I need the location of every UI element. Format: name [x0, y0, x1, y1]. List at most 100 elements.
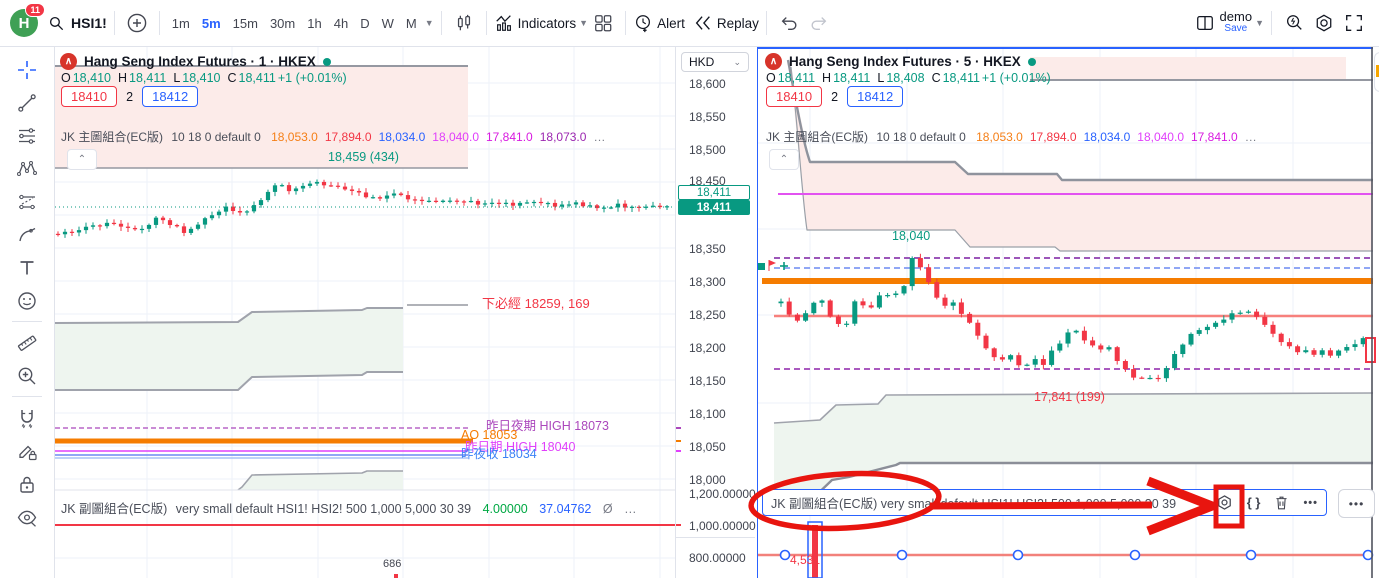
timeframe-30m[interactable]: 30m — [269, 15, 296, 31]
delete-indicator-button[interactable] — [1274, 495, 1289, 511]
ruler-tool[interactable] — [9, 326, 45, 359]
magnet-icon — [21, 409, 33, 428]
right-chart-title: Hang Seng Index Futures · 5 · HKEX — [789, 54, 1021, 69]
ohlc-value: 18,411 — [238, 71, 276, 85]
right-chart-canvas[interactable] — [756, 47, 1379, 578]
collapse-pane-button[interactable]: ⌃ — [67, 149, 97, 170]
indicator-value: 17,841.0 — [486, 130, 533, 144]
hide-all-drawings-tool[interactable] — [9, 500, 45, 533]
user-avatar[interactable]: H 11 — [10, 3, 45, 37]
alert-button[interactable]: Alert — [633, 8, 685, 38]
symbol-search[interactable]: HSI1! — [48, 15, 107, 32]
sub-indicator-params: very small default HSI1! HSI2! 500 1,000… — [880, 497, 1177, 511]
collapsed-scale-button[interactable] — [1374, 52, 1379, 92]
selected-sub-indicator-row[interactable]: JK 副圖組合(EC版) very small default HSI1! HS… — [762, 489, 1327, 516]
spread-value: 2 — [831, 89, 839, 104]
left-sub-indicator-row[interactable]: JK 副圖組合(EC版) very small default HSI1! HS… — [61, 498, 637, 517]
sub-value-2: 37.04762 — [539, 502, 592, 516]
indicator-settings-button[interactable] — [1216, 494, 1233, 511]
zoom-in-icon — [18, 367, 36, 384]
sub-zero: Ø — [602, 502, 613, 516]
currency-dropdown[interactable]: HKD ⌄ — [681, 52, 749, 72]
chevron-down-icon[interactable]: ▼ — [424, 18, 434, 28]
sub-indicator-text: JK 副圖組合(EC版) very small default HSI1! HS… — [771, 493, 1210, 512]
indicators-button[interactable]: Indicators ▼ — [494, 8, 588, 38]
alert-label: Alert — [657, 15, 685, 31]
magnet-tool[interactable] — [9, 401, 45, 434]
bid-price-label: 18,411 — [678, 185, 750, 200]
more-options-button[interactable]: ••• — [1303, 496, 1318, 509]
price-scale[interactable]: HKD ⌄ 18,600 18,550 18,500 18,450 18,350 18,3… — [675, 47, 757, 578]
sell-button[interactable]: 18410 — [61, 86, 118, 107]
fullscreen-icon — [1346, 15, 1362, 31]
right-chart-panel: ∧ Hang Seng Index Futures · 5 · HKEX O 18… — [756, 47, 1379, 578]
sub-indicator-name: JK 副圖組合(EC版) — [771, 497, 878, 511]
price-tick: 18,150 — [689, 374, 726, 388]
sell-button[interactable]: 18410 — [766, 86, 823, 107]
indicators-label: Indicators — [517, 15, 577, 31]
level-tick — [676, 427, 681, 429]
crosshair-tool[interactable] — [9, 53, 45, 86]
price-tick: 18,600 — [689, 77, 726, 91]
indicator-value: 18,040.0 — [432, 130, 479, 144]
forecast-lines-icon — [19, 194, 35, 209]
drawing-edit-tool[interactable] — [9, 434, 45, 467]
horizontal-lines-tool[interactable] — [9, 119, 45, 152]
market-open-dot — [1027, 57, 1036, 66]
right-indicator-row[interactable]: JK 主圖組合(EC版) 10 18 0 default 0 18,053.0 1… — [766, 128, 1257, 145]
chart-style-button[interactable] — [449, 8, 479, 38]
emoji-icon — [18, 291, 36, 310]
night-high-label: 昨日夜期 HIGH 18073 — [486, 419, 609, 433]
fullscreen-button[interactable] — [1339, 8, 1369, 38]
lock-all-drawings-tool[interactable] — [9, 467, 45, 500]
indicator-params: 10 18 0 default 0 — [876, 130, 966, 144]
gear-icon — [1316, 14, 1332, 32]
zoom-in-tool[interactable] — [9, 359, 45, 392]
left-chart-legend[interactable]: ∧ Hang Seng Index Futures · 1 · HKEX — [60, 53, 331, 70]
trendline-tool[interactable] — [9, 86, 45, 119]
timeframe-W[interactable]: W — [381, 15, 394, 31]
xabcd-pattern-icon — [17, 160, 37, 176]
redo-button[interactable] — [804, 8, 834, 38]
quick-search-button[interactable] — [1279, 8, 1309, 38]
ohlc-key: H — [822, 71, 832, 85]
ohlc-value: 18,411 — [777, 71, 816, 85]
layout-save-button[interactable]: demo Save — [1220, 10, 1253, 35]
timeframe-group: 1m 5m 15m 30m 1h 4h D W M — [167, 12, 422, 35]
xabcd-pattern-tool[interactable] — [9, 152, 45, 185]
ohlc-key: C — [227, 71, 237, 85]
emoji-tool[interactable] — [9, 284, 45, 317]
undo-button[interactable] — [774, 8, 804, 38]
timeframe-4h[interactable]: 4h — [333, 15, 349, 31]
left-chart-canvas[interactable] — [55, 47, 675, 578]
timeframe-1m[interactable]: 1m — [171, 15, 190, 31]
chevron-down-icon[interactable]: ▼ — [1255, 18, 1264, 28]
right-chart-legend[interactable]: ∧ Hang Seng Index Futures · 5 · HKEX — [765, 53, 1036, 70]
timeframe-D[interactable]: D — [360, 15, 370, 31]
timeframe-M[interactable]: M — [405, 15, 417, 31]
scale-indicator — [1376, 65, 1379, 77]
text-tool[interactable] — [9, 251, 45, 284]
collapse-pane-button[interactable]: ⌃ — [769, 149, 799, 170]
replay-button[interactable]: Replay — [693, 8, 759, 38]
left-indicator-row[interactable]: JK 主圖組合(EC版) 10 18 0 default 0 18,053.0 1… — [61, 128, 605, 145]
timeframe-15m[interactable]: 15m — [232, 15, 258, 31]
ohlc-key: H — [117, 71, 127, 85]
forecast-lines-tool[interactable] — [9, 185, 45, 218]
timeframe-5m[interactable]: 5m — [201, 15, 221, 31]
ohlc-key: L — [173, 71, 181, 85]
multi-layout-button[interactable] — [1190, 8, 1220, 38]
buy-button[interactable]: 18412 — [142, 86, 199, 107]
compare-add-button[interactable] — [122, 8, 152, 38]
layout-templates-button[interactable] — [588, 8, 618, 38]
source-code-button[interactable]: { } — [1246, 495, 1261, 510]
settings-button[interactable] — [1309, 8, 1339, 38]
buy-button[interactable]: 18412 — [847, 86, 904, 107]
upper-level-label: 18,040 — [892, 229, 931, 243]
pane-separator[interactable] — [675, 537, 755, 538]
price-tick: 18,550 — [689, 110, 726, 124]
brush-tool[interactable] — [9, 218, 45, 251]
timeframe-1h[interactable]: 1h — [307, 15, 322, 31]
trendline-icon — [18, 93, 36, 112]
pane-more-button[interactable]: ••• — [1338, 489, 1375, 518]
